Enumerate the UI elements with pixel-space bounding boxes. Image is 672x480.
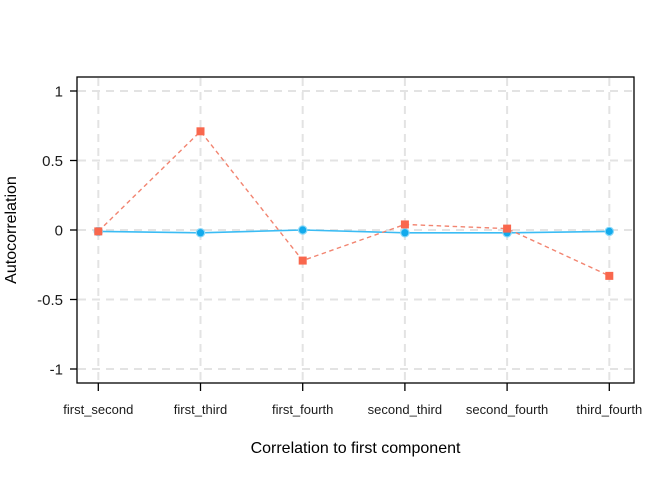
x-tick-label: second_fourth [466, 402, 548, 417]
y-tick-label: -0.5 [37, 292, 63, 309]
series-line-blue-solid-circles [98, 229, 610, 234]
x-tick-label: first_third [174, 402, 227, 417]
x-tick-label: second_third [368, 402, 442, 417]
y-axis-label: Autocorrelation [3, 176, 20, 284]
data-point-blue-solid-circles [604, 226, 615, 237]
data-point-red-dashed-squares [94, 227, 103, 236]
x-axis-label: Correlation to first component [251, 440, 461, 457]
series-line-red-dashed-squares [97, 130, 610, 277]
x-tick-label: first_fourth [272, 402, 333, 417]
data-point-red-dashed-squares [605, 271, 614, 280]
data-point-red-dashed-squares [196, 127, 205, 136]
y-tick-label: 1 [55, 83, 63, 100]
data-point-blue-solid-circles [297, 225, 308, 235]
y-tick-label: 0.5 [42, 153, 63, 170]
data-point-red-dashed-squares [503, 224, 512, 233]
data-point-red-dashed-squares [298, 256, 307, 265]
y-tick-label: -1 [50, 361, 63, 378]
data-point-red-dashed-squares [400, 220, 409, 229]
data-point-blue-solid-circles [195, 227, 206, 238]
y-tick-label: 0 [55, 222, 63, 239]
x-tick-label: third_fourth [576, 402, 642, 417]
x-tick-label: first_second [63, 402, 133, 417]
data-point-blue-solid-circles [400, 227, 410, 238]
